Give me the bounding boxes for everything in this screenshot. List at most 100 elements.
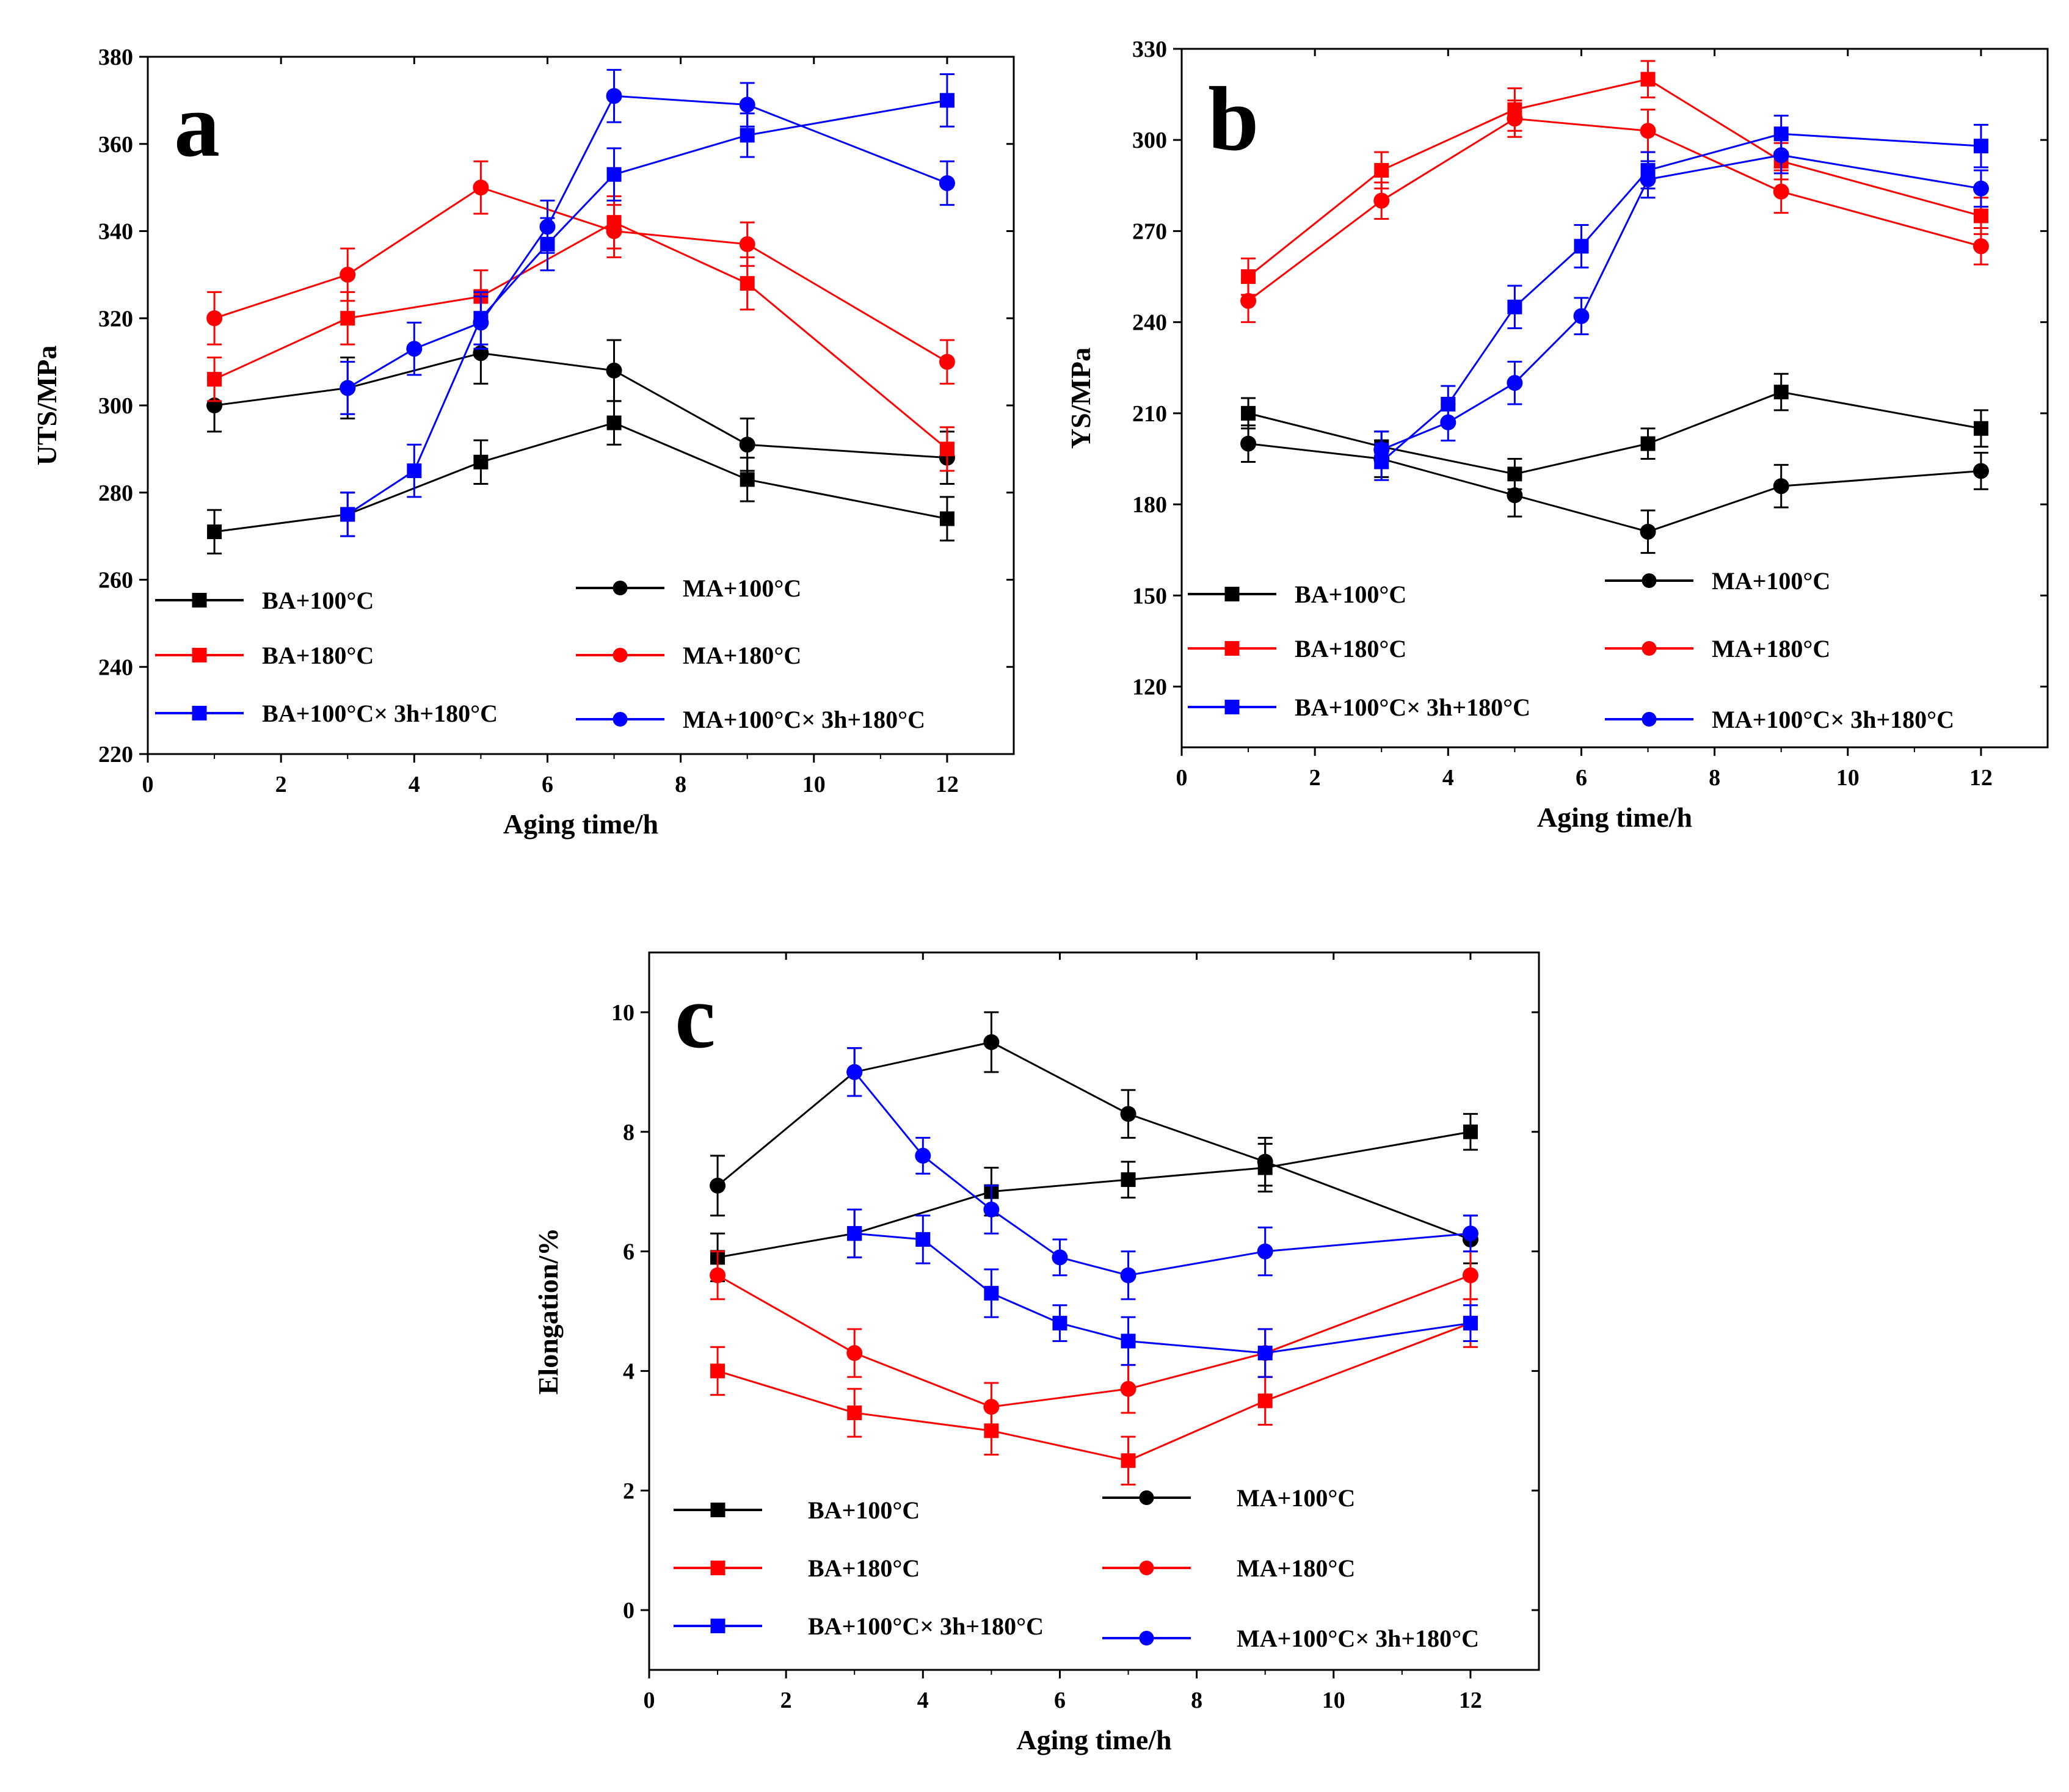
series-1 [207,400,955,555]
legend-item: MA+100°C [1102,1484,1355,1512]
series-line [854,1071,1471,1277]
legend: BA+100°C MA+100°C BA+180°C MA+180°C BA+100°C… [674,1484,1479,1652]
data-point [1640,123,1656,139]
data-point [1507,299,1522,314]
legend-item: BA+100°C× 3h+180°C [1188,694,1530,721]
x-tick-label: 6 [542,772,553,797]
data-point [606,167,622,182]
legend-marker [710,1619,725,1633]
data-point [1973,421,1988,436]
legend-item: BA+180°C [155,642,374,669]
data-point [939,354,955,370]
series-1 [1241,372,1988,490]
x-tick-label: 6 [1576,765,1587,791]
data-point [1573,308,1590,324]
legend-item: BA+180°C [674,1554,920,1582]
y-tick-label: 2 [623,1478,635,1504]
series-4 [710,1250,1478,1432]
data-point [473,314,489,331]
data-point [1973,139,1988,154]
legend-label: BA+180°C [262,642,374,669]
panel-letter: b [1208,68,1259,170]
y-tick-label: 120 [1132,675,1167,700]
x-tick-label: 8 [1709,765,1720,791]
panel-letter: c [675,966,716,1067]
chart-panel-a: 0 2 4 6 8 10 12 220 240 260 280 300 320 340 360 380 Agin… [31,45,1015,840]
x-tick-label: 2 [275,772,287,797]
series-4 [206,160,955,385]
series-line [1248,78,1982,278]
series-line [1248,391,1982,475]
y-tick-label: 270 [1132,219,1167,244]
y-tick-label: 6 [623,1239,635,1265]
legend-label: BA+100°C [262,587,374,614]
data-point [1463,1316,1478,1331]
legend-marker [1224,641,1240,656]
series-3 [710,1298,1478,1485]
x-tick-label: 12 [1969,765,1993,791]
series-2 [1240,424,1989,554]
data-point [847,1226,862,1241]
legend-label: MA+100°C [683,575,801,602]
panel-letter: a [174,74,220,176]
data-point [983,1034,1000,1050]
data-point [1373,192,1390,209]
data-point [1241,405,1256,421]
data-point [1240,435,1257,452]
y-tick-label: 300 [98,393,133,419]
x-tick-label: 0 [1176,765,1188,791]
y-tick-label: 300 [1132,128,1167,153]
series-2 [206,321,955,485]
legend-label: MA+100°C× 3h+180°C [1237,1625,1479,1652]
y-tick-label: 240 [1132,310,1167,336]
y-tick-label: 360 [98,132,133,158]
series-1 [710,1112,1478,1283]
series-4 [1240,100,1989,324]
data-point [1120,1267,1136,1283]
legend-item: MA+180°C [576,642,801,669]
legend-label: MA+100°C× 3h+180°C [683,706,925,733]
legend-label: MA+100°C× 3h+180°C [1712,706,1954,733]
data-point [710,1267,726,1283]
data-point [710,1363,725,1379]
x-tick-label: 10 [802,772,826,797]
series-5 [1374,114,1988,481]
series-line [214,421,948,533]
data-point [739,236,755,252]
data-point [1507,375,1523,391]
legend-label: BA+180°C [1295,635,1406,662]
legend-item: MA+180°C [1102,1554,1355,1582]
x-tick-label: 8 [675,772,686,797]
chart-panel-c: 0 2 4 6 8 10 12 0 2 4 6 8 10 Aging time/h Elongation/%… [533,951,1540,1755]
data-point [939,511,955,526]
data-point [1640,436,1656,451]
y-tick-label: 260 [98,568,133,593]
data-point [1640,171,1656,187]
data-point [1462,1225,1478,1242]
y-tick-label: 280 [98,481,133,506]
legend-item: BA+100°C× 3h+180°C [674,1612,1044,1640]
y-tick-label: 220 [98,742,133,767]
legend-item: MA+100°C [576,575,801,602]
y-tick-label: 8 [623,1120,635,1145]
series-line [1248,443,1982,533]
data-point [340,380,356,396]
x-axis-title: Aging time/h [503,808,658,840]
data-point [1773,385,1789,400]
legend-label: MA+180°C [1237,1554,1355,1582]
data-point [1462,1267,1478,1283]
legend-item: MA+100°C× 3h+180°C [1605,706,1954,733]
y-tick-label: 240 [98,655,133,680]
y-tick-label: 330 [1132,37,1167,62]
data-point [1240,292,1257,309]
legend-label: MA+180°C [683,642,801,669]
data-point [1257,1393,1273,1409]
data-point [1973,208,1988,223]
x-tick-label: 4 [1442,765,1454,791]
data-point [1121,1172,1136,1188]
x-tick-label: 8 [1191,1688,1202,1713]
data-point [1463,1124,1478,1139]
y-tick-label: 380 [98,45,133,70]
data-point [1973,463,1989,479]
legend-item: MA+180°C [1605,635,1830,662]
